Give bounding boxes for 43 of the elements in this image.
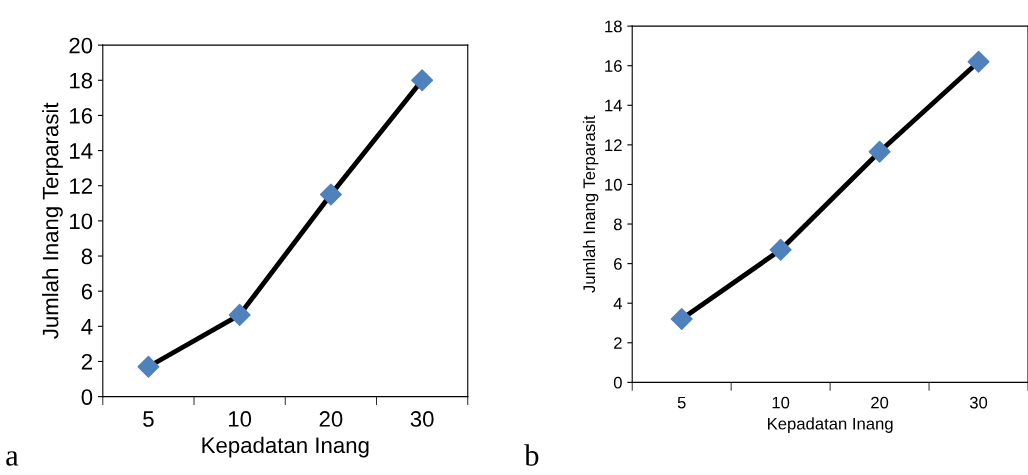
x-axis-title: Kepadatan Inang [202,436,369,458]
point [411,69,434,92]
y-tick-label: 12 [605,139,622,151]
y-tick-label: 16 [70,107,93,124]
point [228,303,251,326]
x-tick-label: 5 [143,411,154,427]
y-tick-label: 18 [70,72,93,89]
y-tick-label: 6 [81,283,93,300]
point [670,308,693,331]
y-tick-label: 4 [613,297,623,310]
x-axis-title: Kepadatan Inang [768,417,893,433]
x-tick-label: 20 [319,411,343,427]
y-tick-label: 16 [605,60,622,72]
y-axis-title: Jumlah Inang Terparasit [42,102,63,339]
point [319,183,342,206]
y-tick-label: 18 [605,20,622,33]
point [868,140,891,163]
y-tick-label: 2 [81,354,92,370]
y-tick-label: 4 [81,319,93,335]
y-tick-label: 10 [605,178,622,191]
x-tick-label: 30 [410,411,434,427]
y-tick-label: 0 [81,389,93,405]
y-tick-label: 20 [69,37,93,54]
x-tick-label: 5 [677,396,686,409]
x-tick-label: 10 [228,411,252,427]
x-tick-label: 30 [969,396,988,409]
x-tick-label: 10 [772,396,790,409]
point [967,50,990,73]
y-tick-label: 10 [70,213,93,230]
y-tick-label: 14 [70,143,93,159]
y-tick-label: 0 [613,376,622,389]
y-tick-label: 6 [614,258,622,270]
text: a [6,451,19,466]
point [769,238,792,261]
text: b [524,444,539,466]
point [137,355,160,378]
y-tick-label: 8 [613,218,622,231]
y-tick-label: 14 [605,99,623,112]
y-tick-label: 8 [81,248,93,265]
x-tick-label: 20 [871,396,889,409]
y-axis-title: Jumlah Inang Terparasit [582,115,599,293]
y-tick-label: 12 [70,178,92,194]
y-tick-label: 2 [614,337,622,349]
